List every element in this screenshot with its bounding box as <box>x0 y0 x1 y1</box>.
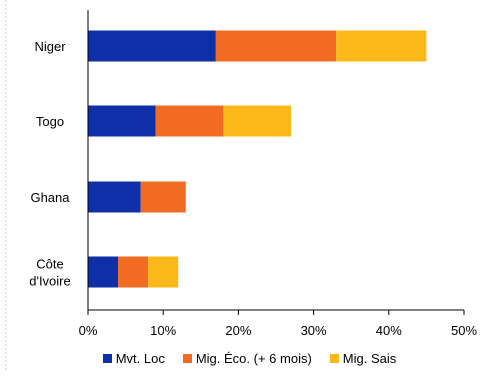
bar-segment-3-1 <box>118 256 149 288</box>
x-tick-label: 30% <box>301 323 327 338</box>
legend-swatch <box>182 353 192 363</box>
bar-segment-2-0 <box>88 181 141 213</box>
bar-segment-1-1 <box>155 105 224 137</box>
bar-segment-2-1 <box>140 181 186 213</box>
bar-segment-0-0 <box>88 30 216 62</box>
legend-item: Mvt. Loc <box>102 350 165 366</box>
y-axis: Niger Togo Ghana Côte d'Ivoire <box>29 10 89 310</box>
bar-segment-3-0 <box>88 256 119 288</box>
x-tick-label: 20% <box>225 323 251 338</box>
category-label: Côte d'Ivoire <box>29 257 71 289</box>
bars-group <box>88 30 427 288</box>
legend-swatch <box>102 353 112 363</box>
legend-item: Mig. Éco. (+ 6 mois) <box>182 350 312 366</box>
x-tick-label: 0% <box>79 323 98 338</box>
category-label: Ghana <box>30 190 70 205</box>
bar-segment-1-2 <box>223 105 292 137</box>
bar-segment-3-2 <box>148 256 179 288</box>
x-axis: 0% 10% 20% 30% 40% 50% <box>79 309 477 338</box>
category-label: Niger <box>34 39 66 54</box>
bar-segment-0-2 <box>336 30 427 62</box>
legend-label: Mig. Sais <box>342 350 397 366</box>
category-label: Togo <box>36 114 64 129</box>
legend: Mvt. Loc Mig. Éco. (+ 6 mois) Mig. Sais <box>0 348 499 368</box>
x-tick-label: 50% <box>451 323 477 338</box>
legend-label: Mig. Éco. (+ 6 mois) <box>195 350 312 366</box>
legend-item: Mig. Sais <box>329 350 397 366</box>
legend-swatch <box>329 353 339 363</box>
x-tick-label: 10% <box>150 323 176 338</box>
bar-segment-0-1 <box>215 30 337 62</box>
x-tick-label: 40% <box>376 323 402 338</box>
bar-segment-1-0 <box>88 105 156 137</box>
legend-label: Mvt. Loc <box>115 350 165 366</box>
